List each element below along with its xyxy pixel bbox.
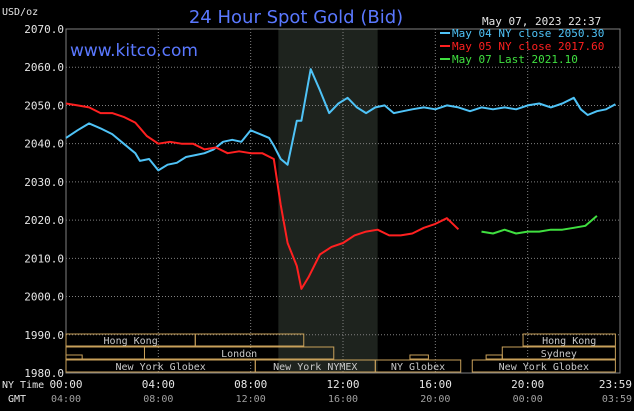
legend-entry: May 05 NY close 2017.60 [452,40,604,53]
session-box [409,354,429,360]
y-axis-unit-label: USD/oz [2,7,38,18]
y-axis-ticks: 2070.0 2060.0 2050.0 2040.0 2030.0 2020.0 2010… [24,23,64,380]
x-tick-label-ny: 04:00 [142,378,175,391]
session-box [374,359,462,373]
x-tick-label-ny: 00:00 [49,378,82,391]
y-tick-label: 1990.0 [24,329,64,342]
session-box [522,333,616,347]
session-box [143,346,335,360]
session-block: London [143,346,335,360]
session-box [194,333,305,347]
x-axis-gmt-label: GMT [8,394,26,405]
session-label: Hong Kong [104,336,158,347]
session-label: Hong Kong [542,336,596,347]
series-line [481,215,598,235]
series-line [65,68,616,172]
x-tick-label-gmt: 20:00 [420,394,450,405]
x-tick-label-gmt: 08:00 [143,394,173,405]
trading-sessions: Hong Kong Hong Kong London Sydney New York G… [65,333,616,373]
session-block [485,354,503,360]
session-block: Sydney [501,346,616,360]
x-tick-label-ny: 16:00 [419,378,452,391]
y-tick-label: 2000.0 [24,291,64,304]
session-block [65,354,83,360]
x-tick-label-ny: 08:00 [234,378,267,391]
price-series [65,68,616,290]
session-box [485,354,503,360]
session-box [501,346,616,360]
x-axis-ticks: 00:00 04:00 04:00 08:00 08:00 12:00 12:00 16:00… [49,378,632,405]
session-block: New York Globex [471,359,616,373]
session-label: London [221,349,257,360]
plot-border [65,28,621,374]
x-tick-label-gmt: 00:00 [513,394,543,405]
series-line [65,102,460,290]
session-label: New York NYMEX [273,362,357,373]
session-block [409,354,429,360]
shaded-session-band [278,29,378,373]
y-tick-label: 2010.0 [24,252,64,265]
x-tick-label-gmt: 04:00 [51,394,81,405]
session-box [471,359,616,373]
watermark-site: www.kitco.com [70,41,198,61]
x-tick-label-ny: 12:00 [326,378,359,391]
x-axis-ny-time-label: NY Time [2,380,44,391]
y-tick-label: 2030.0 [24,176,64,189]
x-tick-label-ny: 23:59 [599,378,632,391]
session-label: New York Globex [115,362,205,373]
y-tick-label: 2050.0 [24,99,64,112]
legend-entry: May 07 Last 2021.10 [452,53,578,66]
x-tick-label-gmt: 16:00 [328,394,358,405]
session-block [194,333,305,347]
legend-entry: May 04 NY close 2050.30 [452,27,604,40]
y-tick-label: 2020.0 [24,214,64,227]
y-tick-label: 2070.0 [24,23,64,36]
session-label: New York Globex [499,362,589,373]
session-label: Sydney [541,349,577,360]
y-tick-label: 2040.0 [24,138,64,151]
y-tick-label: 2060.0 [24,61,64,74]
session-block: NY Globex [374,359,462,373]
chart-title: 24 Hour Spot Gold (Bid) [189,7,403,28]
session-block: New York NYMEX [254,359,376,373]
x-tick-label-gmt: 12:00 [236,394,266,405]
session-block: Hong Kong [522,333,616,347]
session-label: NY Globex [391,362,445,373]
x-tick-label-gmt: 03:59 [602,394,632,405]
y-tick-label: 1980.0 [24,367,64,380]
session-box [65,354,83,360]
x-tick-label-ny: 20:00 [511,378,544,391]
chart-date: May 07, 2023 22:37 [482,15,601,28]
